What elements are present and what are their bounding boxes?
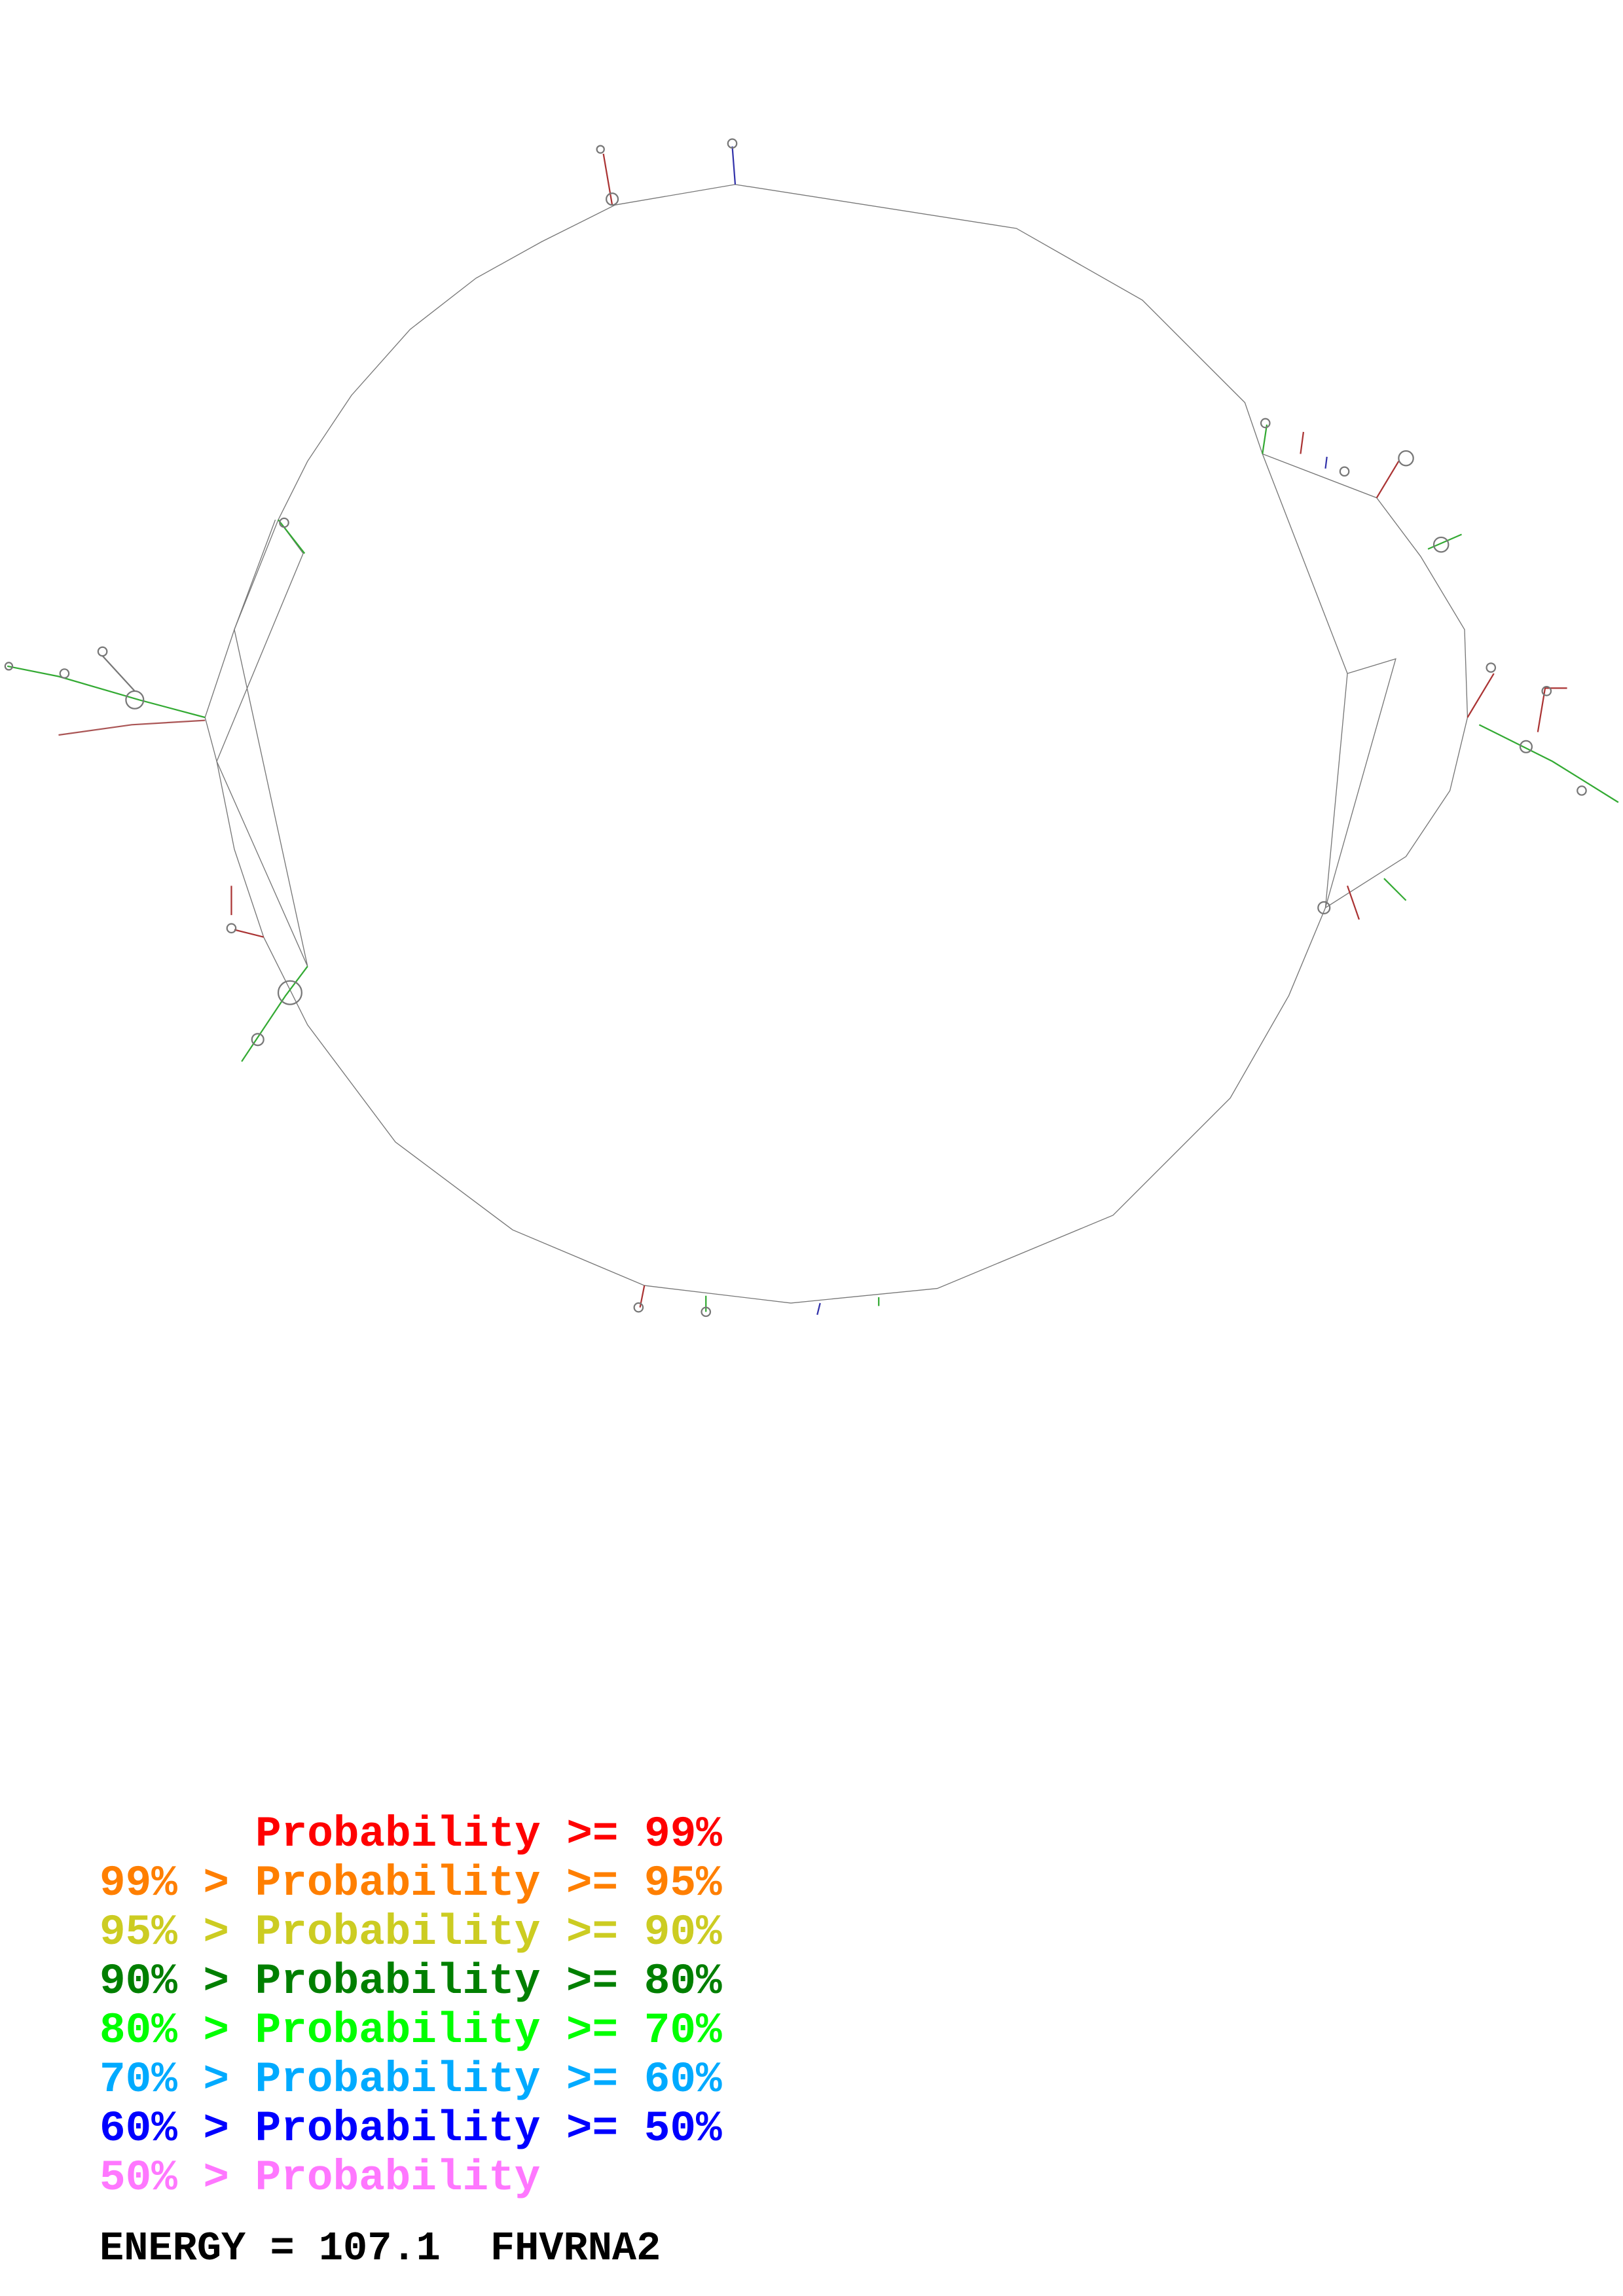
legend-entry: 80% > Probability >= 70% bbox=[100, 2006, 722, 2055]
legend-entry: 95% > Probability >= 90% bbox=[100, 1908, 722, 1957]
legend-entry: 50% > Probability bbox=[100, 2153, 541, 2202]
legend-entry: Probability >= 99% bbox=[255, 1810, 722, 1859]
energy: ENERGY = 107.1 bbox=[100, 2225, 441, 2272]
inner-backbone bbox=[216, 519, 308, 967]
legend-entry: 90% > Probability >= 80% bbox=[100, 1957, 722, 2006]
backbone bbox=[204, 184, 1468, 1304]
inner-backbone bbox=[1262, 454, 1348, 908]
legend-entry: 70% > Probability >= 60% bbox=[100, 2055, 722, 2104]
sequence-name: FHVRNA2 bbox=[490, 2225, 661, 2272]
rna-structure bbox=[4, 138, 1619, 1318]
footer: ENERGY = 107.1 FHVRNA2 bbox=[100, 2225, 661, 2272]
hairpins bbox=[4, 138, 1619, 1318]
legend-entry: 99% > Probability >= 95% bbox=[100, 1859, 722, 1908]
legend-entry: 60% > Probability >= 50% bbox=[100, 2104, 722, 2153]
inner-backbone bbox=[1324, 658, 1396, 908]
